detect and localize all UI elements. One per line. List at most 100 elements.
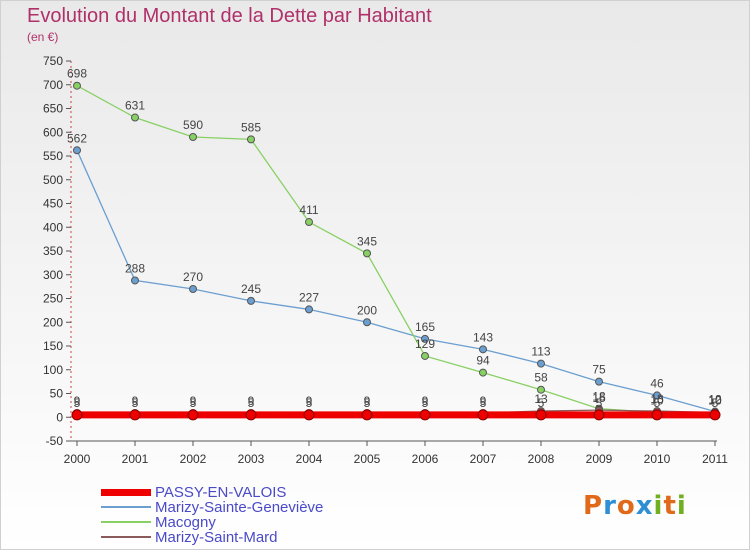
data-label: 5 — [538, 396, 545, 410]
data-point — [189, 285, 197, 293]
data-point — [595, 377, 603, 386]
y-tick-label: 600 — [43, 125, 63, 139]
y-tick-label: 450 — [43, 197, 63, 211]
y-tick-label: 200 — [43, 315, 63, 329]
data-label: 9 — [132, 394, 139, 408]
legend-swatch-marizy-sainte-genevieve — [101, 506, 151, 508]
data-point — [537, 359, 545, 368]
data-label: 13 — [650, 392, 664, 406]
data-label: 9 — [74, 394, 81, 408]
data-point — [421, 351, 429, 360]
series-line-1 — [76, 150, 716, 413]
data-point — [189, 133, 197, 141]
x-tick-label: 2002 — [180, 452, 207, 466]
data-point — [245, 409, 257, 421]
data-label: 143 — [473, 330, 493, 344]
data-label: 5 — [364, 396, 371, 410]
data-point — [421, 334, 429, 343]
data-label: 10 — [708, 394, 722, 408]
data-label: 5 — [132, 396, 139, 410]
data-point — [247, 296, 255, 305]
legend-item-macogny: Macogny — [101, 514, 421, 531]
x-tick-label: 2004 — [296, 452, 323, 466]
series-line-2 — [76, 85, 715, 414]
data-point — [303, 409, 315, 421]
data-point — [131, 113, 139, 122]
chart-unit: (en €) — [27, 30, 59, 44]
legend-item-marizy-saint-mard: Marizy-Saint-Mard — [101, 529, 421, 546]
y-tick-label: 650 — [43, 102, 63, 116]
legend-swatch-marizy-saint-mard — [101, 536, 151, 538]
data-label: 46 — [650, 376, 664, 390]
x-tick-label: 2000 — [64, 452, 91, 466]
data-label: 5 — [248, 396, 255, 410]
data-label: 5 — [596, 396, 603, 410]
data-label: 590 — [183, 118, 203, 132]
chart-title: Evolution du Montant de la Dette par Hab… — [27, 5, 432, 27]
logo-letter: x — [635, 491, 654, 521]
y-tick-label: 350 — [43, 244, 63, 258]
data-label: 698 — [67, 67, 87, 81]
data-label: 631 — [125, 99, 145, 113]
data-label: 94 — [476, 354, 490, 368]
data-label: 9 — [190, 394, 197, 408]
data-label: 562 — [67, 131, 87, 145]
logo-letter: t — [663, 491, 677, 521]
legend-swatch-passy — [101, 489, 151, 496]
data-point — [71, 409, 83, 421]
data-point — [709, 409, 721, 421]
data-label: 227 — [299, 290, 319, 304]
data-point — [363, 249, 371, 258]
data-point — [363, 318, 371, 327]
y-tick-label: 550 — [43, 149, 63, 163]
legend-label: Marizy-Sainte-Geneviève — [155, 499, 324, 516]
data-label: 5 — [712, 396, 719, 410]
data-label: 13 — [534, 392, 548, 406]
data-label: 58 — [534, 371, 548, 385]
data-point — [73, 146, 81, 155]
data-point — [477, 409, 489, 421]
data-label: 18 — [592, 390, 606, 404]
legend-swatch-macogny — [101, 521, 151, 523]
data-point — [593, 409, 605, 421]
data-label: 129 — [415, 337, 435, 351]
logo-letter: r — [603, 491, 617, 521]
data-point — [537, 385, 545, 394]
data-point — [651, 409, 663, 421]
data-label: 75 — [592, 363, 606, 377]
data-point — [361, 409, 373, 421]
legend-item-passy: PASSY-EN-VALOIS — [101, 484, 421, 501]
data-label: 9 — [480, 394, 487, 408]
x-tick-label: 2001 — [122, 452, 149, 466]
logo-letter: o — [616, 491, 636, 521]
legend-label: Marizy-Saint-Mard — [155, 529, 278, 546]
logo-letter: i — [676, 491, 687, 521]
y-tick-label: 50 — [50, 387, 64, 401]
data-point — [419, 409, 431, 421]
y-tick-label: 0 — [56, 410, 63, 424]
data-point — [247, 135, 255, 144]
x-tick-label: 2009 — [586, 452, 613, 466]
y-tick-label: 250 — [43, 292, 63, 306]
data-label: 270 — [183, 270, 203, 284]
data-point — [73, 81, 81, 90]
y-tick-label: 100 — [43, 363, 63, 377]
data-label: 10 — [650, 394, 664, 408]
y-tick-label: 150 — [43, 339, 63, 353]
data-point — [187, 409, 199, 421]
logo-letter: i — [653, 491, 664, 521]
data-label: 5 — [422, 396, 429, 410]
x-tick-label: 2006 — [412, 452, 439, 466]
x-tick-label: 2008 — [528, 452, 555, 466]
data-label: 9 — [364, 394, 371, 408]
data-label: 5 — [74, 396, 81, 410]
y-tick-label: 300 — [43, 268, 63, 282]
y-tick-label: 500 — [43, 173, 63, 187]
legend-label: Macogny — [155, 514, 216, 531]
data-label: 585 — [241, 120, 261, 134]
data-point — [535, 409, 547, 421]
data-label: 200 — [357, 303, 377, 317]
x-tick-label: 2011 — [702, 452, 728, 466]
legend: PASSY-EN-VALOIS Marizy-Sainte-Geneviève … — [101, 484, 421, 546]
